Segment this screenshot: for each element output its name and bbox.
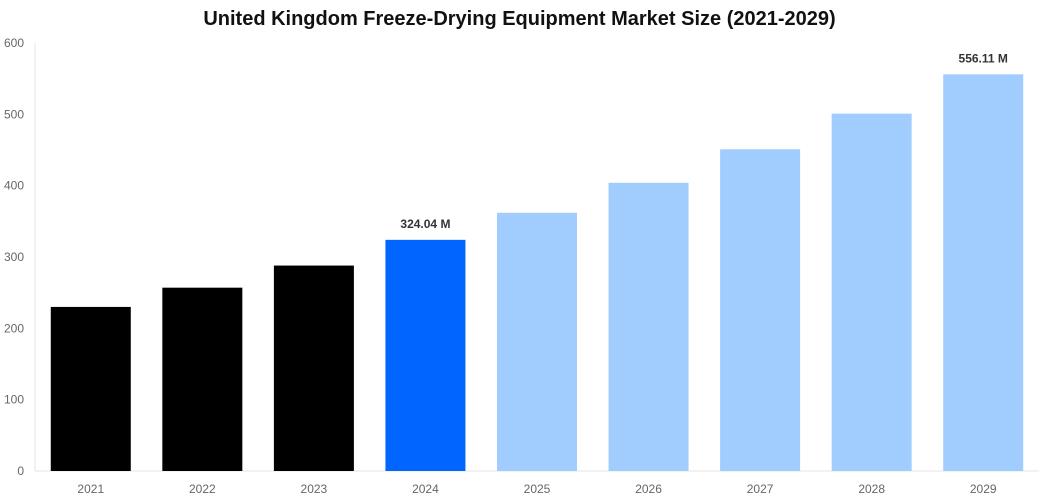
y-tick-label: 0	[17, 464, 24, 478]
bar-2021	[50, 306, 131, 471]
chart-title: United Kingdom Freeze-Drying Equipment M…	[203, 8, 836, 30]
x-tick-label: 2023	[301, 482, 328, 496]
bar-2025	[497, 212, 577, 472]
y-tick-label: 400	[4, 179, 24, 193]
bar-2026	[608, 182, 689, 471]
x-tick-label: 2021	[77, 482, 104, 496]
y-tick-label: 600	[4, 36, 24, 50]
x-tick-label: 2029	[970, 482, 997, 496]
x-tick-label: 2027	[747, 482, 774, 496]
y-tick-label: 200	[4, 321, 24, 335]
y-tick-label: 100	[4, 393, 24, 407]
bar-2029	[943, 74, 1024, 471]
data-label: 324.04 M	[400, 217, 450, 231]
x-tick-label: 2026	[635, 482, 662, 496]
x-tick-label: 2024	[412, 482, 439, 496]
x-tick-label: 2025	[524, 482, 551, 496]
bar-2024	[385, 239, 466, 471]
bar-2027	[720, 149, 801, 471]
bar-2028	[831, 113, 912, 472]
x-tick-label: 2022	[189, 482, 216, 496]
bar-2022	[162, 287, 243, 471]
y-tick-label: 300	[4, 250, 24, 264]
x-tick-label: 2028	[858, 482, 885, 496]
bar-2023	[273, 265, 354, 471]
y-tick-label: 500	[4, 107, 24, 121]
data-label: 556.11 M	[959, 51, 1008, 65]
